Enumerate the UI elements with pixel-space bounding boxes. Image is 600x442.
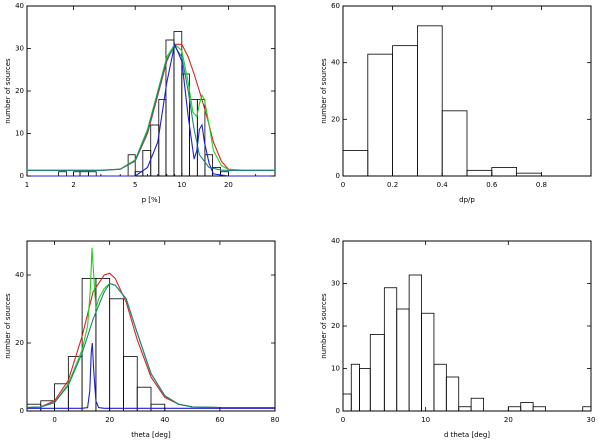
fit-curve-blue — [27, 342, 275, 409]
histogram-bar — [470, 397, 484, 412]
histogram-bar — [204, 154, 213, 177]
x-tick-label: 5 — [133, 181, 137, 189]
y-tick-label: 40 — [331, 237, 340, 245]
histogram-bar — [88, 171, 97, 177]
histogram-bar — [383, 287, 398, 412]
x-tick-label: 0 — [52, 416, 56, 424]
histogram-bar — [491, 167, 517, 177]
histogram-bar — [408, 274, 422, 412]
y-tick-label: 20 — [331, 322, 340, 330]
plot-frame — [342, 240, 592, 412]
y-axis-label: number of sources — [320, 293, 328, 359]
x-axis-label: dp/p — [459, 196, 475, 204]
histogram-bar — [350, 363, 360, 412]
histogram-bar — [421, 312, 435, 412]
histogram-bar — [127, 154, 136, 177]
histogram-bar — [416, 25, 443, 177]
y-tick-label: 40 — [331, 59, 340, 67]
histogram-bar — [392, 45, 418, 177]
x-tick-label: 0 — [341, 416, 345, 424]
histogram-bar — [342, 150, 369, 177]
histogram-bar — [369, 334, 385, 412]
histogram-bar — [441, 110, 468, 177]
y-tick-label: 10 — [15, 130, 24, 138]
histogram-bar — [58, 171, 67, 177]
panel-dtheta-histogram: 0 10 20 30 0 10 20 30 40 d theta [deg] number of s… — [320, 237, 595, 439]
histogram-bar — [73, 171, 81, 177]
y-tick-label: 10 — [331, 365, 340, 373]
histogram-bar — [359, 368, 371, 412]
x-tick-label: 0 — [341, 181, 345, 189]
histogram-bar — [367, 53, 393, 177]
x-tick-label: 30 — [587, 416, 596, 424]
x-tick-label: 0.8 — [536, 181, 547, 189]
y-tick-label: 0 — [336, 172, 340, 180]
y-tick-label: 20 — [331, 115, 340, 123]
x-tick-label: 20 — [105, 416, 114, 424]
x-tick-label: 2 — [71, 181, 75, 189]
fit-curve-teal — [26, 282, 275, 409]
panel-dp-histogram: 0 0.2 0.4 0.6 0.8 0 20 40 60 dp/p number of source… — [320, 2, 592, 204]
histogram-bar — [507, 406, 522, 412]
x-tick-label: 20 — [224, 181, 233, 189]
y-tick-label: 40 — [15, 271, 24, 279]
y-axis-label: number of sources — [4, 293, 12, 359]
histogram-bar — [109, 298, 124, 412]
histogram-bar — [458, 406, 472, 412]
histogram-bar — [342, 393, 352, 412]
histogram-bar — [67, 356, 83, 412]
y-tick-label: 0 — [20, 407, 24, 415]
x-tick-label: 0.4 — [437, 181, 449, 189]
x-axis-label: p [%] — [142, 196, 161, 204]
histogram-bar — [466, 169, 493, 177]
histogram-bar — [520, 402, 534, 412]
x-axis-label: d theta [deg] — [444, 431, 490, 439]
fit-curve-blue — [27, 42, 275, 177]
histogram-bar — [532, 406, 546, 412]
x-tick-label: 1 — [25, 181, 29, 189]
y-axis-label: number of sources — [320, 58, 328, 124]
x-tick-label: 20 — [504, 416, 513, 424]
y-tick-label: 0 — [20, 172, 24, 180]
y-tick-label: 30 — [331, 280, 340, 288]
plot-frame — [26, 240, 276, 412]
x-tick-label: 10 — [421, 416, 430, 424]
histogram-bar — [150, 403, 166, 412]
panel-p-histogram: 1 2 5 10 20 0 10 20 30 40 p [%] number of sources — [4, 2, 276, 204]
histogram-bar — [582, 406, 592, 412]
x-tick-label: 80 — [271, 416, 280, 424]
histogram-bar — [136, 386, 152, 412]
x-axis-label: theta [deg] — [131, 431, 171, 439]
y-tick-label: 60 — [331, 2, 340, 10]
histogram-bar — [433, 363, 447, 412]
histogram-bar — [95, 277, 111, 412]
y-tick-label: 20 — [15, 87, 24, 95]
x-tick-label: 10 — [177, 181, 186, 189]
panel-theta-histogram: 0 20 40 60 80 0 20 40 theta [deg] number of sourc… — [4, 240, 280, 439]
y-tick-label: 20 — [15, 339, 24, 347]
y-tick-label: 40 — [15, 2, 24, 10]
x-tick-label: 60 — [215, 416, 224, 424]
x-tick-label: 40 — [160, 416, 169, 424]
x-tick-label: 0.6 — [486, 181, 498, 189]
histogram-bar — [79, 171, 90, 177]
y-tick-label: 0 — [336, 407, 340, 415]
histogram-bar — [81, 277, 97, 412]
histogram-bar — [123, 356, 138, 412]
y-axis-label: number of sources — [4, 58, 12, 124]
histogram-bar — [445, 376, 460, 412]
y-tick-label: 30 — [15, 45, 24, 53]
histogram-bar — [396, 308, 410, 412]
x-tick-label: 0.2 — [387, 181, 398, 189]
